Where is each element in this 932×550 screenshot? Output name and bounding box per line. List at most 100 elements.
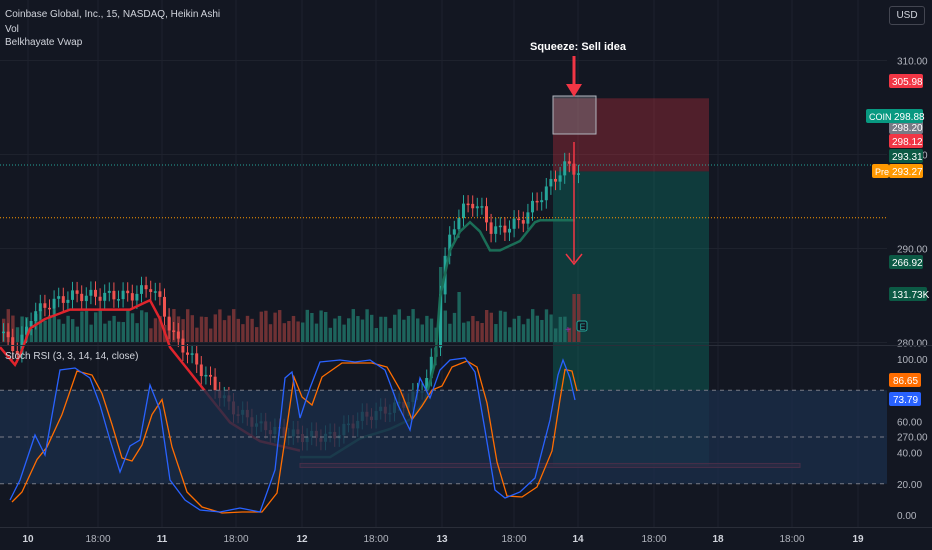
candle-body bbox=[195, 353, 199, 365]
volume-bar bbox=[222, 320, 227, 342]
candle-body bbox=[466, 203, 470, 206]
pre-market-label: Pre bbox=[875, 167, 889, 177]
volume-bar bbox=[199, 316, 204, 342]
price-badge bbox=[889, 287, 927, 301]
candle-body bbox=[425, 377, 429, 392]
volume-bar bbox=[287, 321, 291, 342]
vwap-indicator-label[interactable]: Belkhayate Vwap bbox=[5, 37, 83, 48]
volume-bar bbox=[494, 324, 498, 342]
volume-bar bbox=[140, 310, 144, 342]
volume-bar bbox=[158, 315, 162, 342]
volume-bar bbox=[80, 311, 84, 342]
volume-bar bbox=[305, 309, 309, 342]
candle-body bbox=[526, 212, 530, 224]
candle-body bbox=[176, 331, 180, 339]
volume-bar bbox=[535, 315, 539, 342]
volume-bar bbox=[379, 316, 383, 342]
stoch-tick-label: 0.00 bbox=[897, 511, 917, 522]
candle-body bbox=[489, 222, 493, 234]
volume-bar bbox=[130, 313, 135, 342]
symbol-title[interactable]: Coinbase Global, Inc., 15, NASDAQ, Heiki… bbox=[5, 9, 221, 20]
candle-body bbox=[429, 356, 433, 378]
volume-bar bbox=[107, 320, 112, 342]
stoch-value-badge bbox=[889, 392, 921, 406]
price-badge bbox=[889, 74, 923, 88]
time-tick-label: 12 bbox=[296, 534, 308, 545]
candle-body bbox=[521, 220, 525, 224]
price-badge bbox=[889, 120, 923, 134]
volume-bar bbox=[360, 319, 365, 342]
candle-body bbox=[563, 161, 567, 176]
candle-body bbox=[130, 293, 134, 301]
volume-bar bbox=[544, 309, 549, 342]
squeeze-annotation[interactable]: Squeeze: Sell idea bbox=[530, 41, 626, 53]
volume-bar bbox=[268, 324, 273, 342]
price-badge bbox=[889, 149, 923, 163]
chart-markers: E+ bbox=[565, 56, 588, 336]
volume-bar bbox=[153, 318, 158, 342]
volume-bar bbox=[204, 316, 208, 342]
volume-bar bbox=[259, 311, 263, 342]
pane-separator[interactable] bbox=[0, 345, 932, 346]
candle-body bbox=[158, 291, 162, 297]
price-badge-label: 266.92 bbox=[892, 258, 923, 269]
volume-bar bbox=[301, 322, 305, 342]
candle-body bbox=[567, 161, 571, 164]
volume-bar bbox=[144, 312, 148, 342]
stoch-d-line bbox=[11, 360, 578, 514]
stoch-value-badge bbox=[889, 373, 921, 387]
volume-bar bbox=[190, 315, 194, 342]
volume-bar bbox=[466, 321, 470, 342]
time-axis: 10 18:00 11 18:00 12 18:00 13 18:00 14 18:00 18 18:… bbox=[22, 534, 864, 545]
volume-bar bbox=[57, 319, 61, 342]
stoch-value-label: 73.79 bbox=[893, 395, 918, 406]
price-badge bbox=[889, 164, 923, 178]
volume-bar bbox=[245, 315, 250, 342]
vol-indicator-label[interactable]: Vol bbox=[5, 24, 19, 35]
volume-bar bbox=[480, 322, 484, 342]
stop-zone bbox=[553, 98, 709, 172]
candle-body bbox=[6, 331, 10, 338]
time-tick-label: 18:00 bbox=[85, 534, 110, 545]
candle-body bbox=[448, 234, 452, 256]
volume-bar bbox=[333, 318, 337, 342]
price-tick-label: 280.00 bbox=[897, 339, 928, 350]
volume-bar bbox=[397, 309, 401, 342]
volume-bar bbox=[351, 309, 355, 342]
candle-body bbox=[172, 330, 176, 332]
candle-body bbox=[61, 296, 65, 303]
candle-body bbox=[48, 307, 51, 310]
volume-bar bbox=[416, 318, 420, 342]
stoch-rsi-title[interactable]: Stoch RSI (3, 3, 14, 14, close) bbox=[5, 351, 139, 362]
candle-body bbox=[577, 173, 580, 175]
candle-body bbox=[190, 353, 194, 355]
candle-body bbox=[15, 351, 19, 355]
down-arrow-icon bbox=[566, 84, 582, 97]
volume-bar bbox=[526, 318, 530, 342]
volume-bar bbox=[577, 294, 581, 342]
candle-body bbox=[75, 290, 79, 294]
volume-bar bbox=[241, 324, 245, 342]
candle-body bbox=[544, 186, 548, 201]
volume-bar bbox=[402, 319, 406, 342]
volume-bar bbox=[328, 327, 332, 342]
candle-body bbox=[25, 326, 28, 335]
volume-bar bbox=[462, 322, 466, 342]
candle-body bbox=[98, 296, 102, 301]
volume-bar bbox=[264, 310, 268, 342]
time-tick-label: 13 bbox=[436, 534, 448, 545]
currency-button[interactable]: USD bbox=[889, 6, 925, 25]
volume-bar bbox=[485, 309, 489, 342]
time-tick-label: 11 bbox=[157, 534, 168, 545]
volume-bar bbox=[29, 328, 33, 342]
coin-price-badge bbox=[866, 109, 923, 123]
volume-bar bbox=[393, 314, 397, 342]
volume-bar bbox=[549, 314, 553, 342]
candle-body bbox=[531, 200, 534, 213]
volume-bar bbox=[489, 312, 493, 342]
candle-body bbox=[121, 290, 125, 300]
volume-bar bbox=[558, 316, 562, 342]
volume-bar bbox=[227, 315, 231, 342]
candle-body bbox=[140, 285, 143, 294]
